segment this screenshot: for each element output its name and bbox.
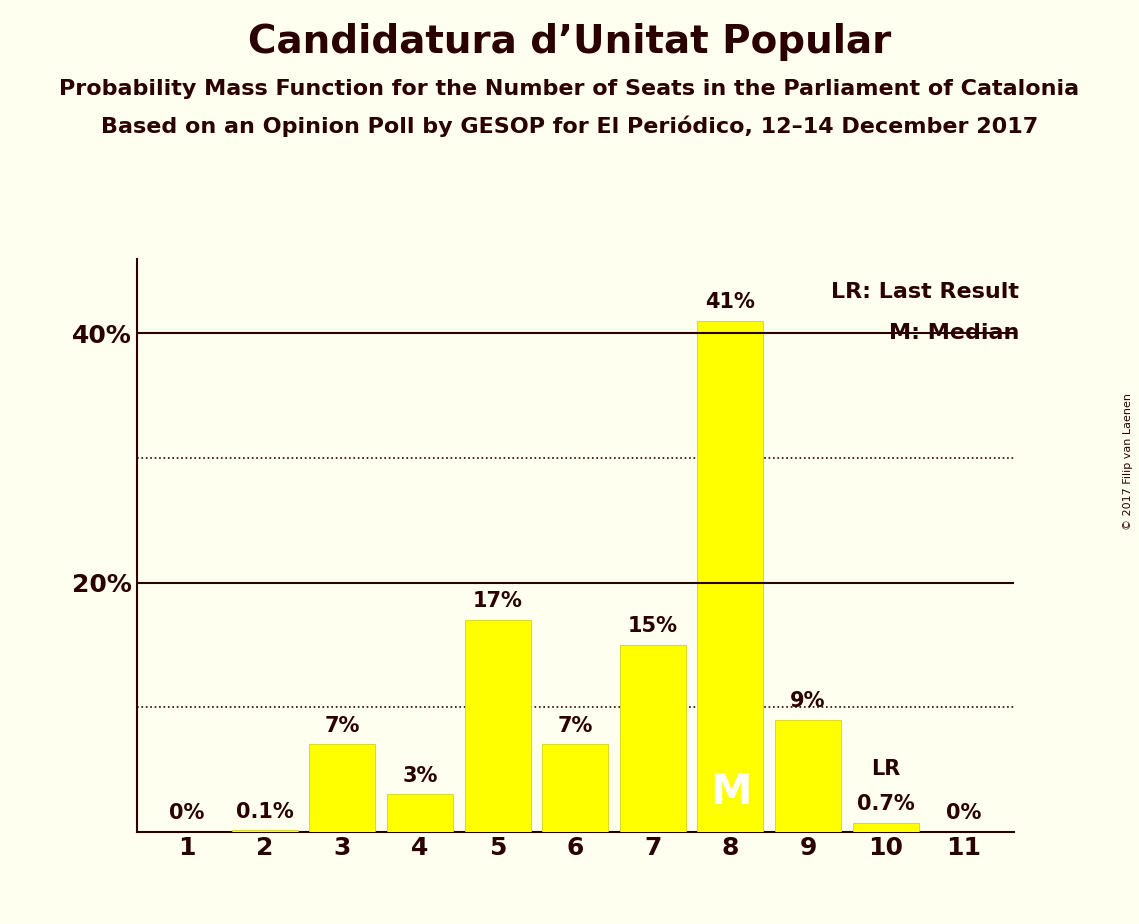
Text: 3%: 3% [402, 765, 437, 785]
Text: LR: Last Result: LR: Last Result [831, 282, 1019, 302]
Text: 7%: 7% [325, 716, 360, 736]
Text: M: M [710, 771, 752, 813]
Text: 0%: 0% [945, 803, 981, 823]
Text: 7%: 7% [557, 716, 593, 736]
Bar [542, 745, 608, 832]
Text: 0.1%: 0.1% [236, 802, 294, 821]
Text: 9%: 9% [790, 691, 826, 711]
Bar [775, 720, 841, 832]
Bar [465, 620, 531, 832]
Bar [231, 831, 297, 832]
Text: Based on an Opinion Poll by GESOP for El Periódico, 12–14 December 2017: Based on an Opinion Poll by GESOP for El… [101, 116, 1038, 137]
Text: 0.7%: 0.7% [857, 794, 915, 814]
Bar [310, 745, 376, 832]
Text: © 2017 Filip van Laenen: © 2017 Filip van Laenen [1123, 394, 1133, 530]
Text: M: Median: M: Median [890, 323, 1019, 344]
Text: 17%: 17% [473, 591, 523, 611]
Text: Probability Mass Function for the Number of Seats in the Parliament of Catalonia: Probability Mass Function for the Number… [59, 79, 1080, 99]
Text: LR: LR [871, 760, 900, 779]
Bar [697, 321, 763, 832]
Text: 41%: 41% [705, 292, 755, 312]
Bar [853, 823, 919, 832]
Text: Candidatura d’Unitat Popular: Candidatura d’Unitat Popular [248, 23, 891, 61]
Bar [620, 645, 686, 832]
Text: 0%: 0% [170, 803, 205, 823]
Bar [387, 795, 453, 832]
Text: 15%: 15% [628, 616, 678, 636]
